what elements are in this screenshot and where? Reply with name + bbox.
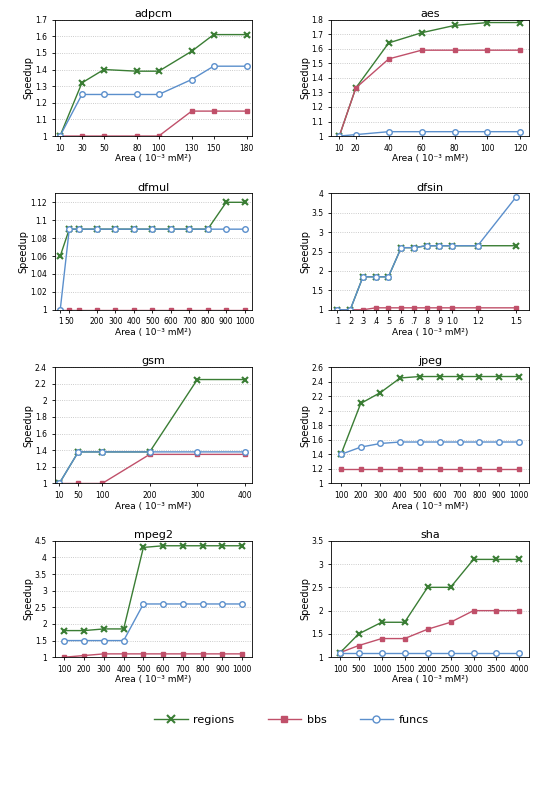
Title: dfmul: dfmul (137, 183, 169, 192)
Title: adpcm: adpcm (134, 9, 172, 19)
Y-axis label: Speedup: Speedup (300, 57, 310, 100)
Title: sha: sha (420, 530, 440, 540)
Y-axis label: Speedup: Speedup (23, 578, 33, 620)
Y-axis label: Speedup: Speedup (300, 578, 310, 620)
Y-axis label: Speedup: Speedup (23, 57, 33, 100)
Y-axis label: Speedup: Speedup (300, 230, 310, 273)
Title: mpeg2: mpeg2 (134, 530, 173, 540)
Y-axis label: Speedup: Speedup (23, 403, 33, 447)
X-axis label: Area ( 10⁻³ mM²): Area ( 10⁻³ mM²) (115, 675, 191, 685)
Title: dfsin: dfsin (416, 183, 444, 192)
X-axis label: Area ( 10⁻³ mM²): Area ( 10⁻³ mM²) (392, 675, 468, 685)
X-axis label: Area ( 10⁻³ mM²): Area ( 10⁻³ mM²) (392, 502, 468, 510)
X-axis label: Area ( 10⁻³ mM²): Area ( 10⁻³ mM²) (392, 154, 468, 163)
X-axis label: Area ( 10⁻³ mM²): Area ( 10⁻³ mM²) (115, 154, 191, 163)
Title: jpeg: jpeg (418, 356, 442, 367)
Y-axis label: Speedup: Speedup (300, 403, 310, 447)
X-axis label: Area ( 10⁻³ mM²): Area ( 10⁻³ mM²) (115, 502, 191, 510)
Title: aes: aes (420, 9, 440, 19)
Title: gsm: gsm (141, 356, 165, 367)
X-axis label: Area ( 10⁻³ mM²): Area ( 10⁻³ mM²) (115, 328, 191, 337)
Legend: regions, bbs, funcs: regions, bbs, funcs (150, 711, 433, 730)
Y-axis label: Speedup: Speedup (19, 230, 28, 273)
X-axis label: Area ( 10⁻³ mM²): Area ( 10⁻³ mM²) (392, 328, 468, 337)
